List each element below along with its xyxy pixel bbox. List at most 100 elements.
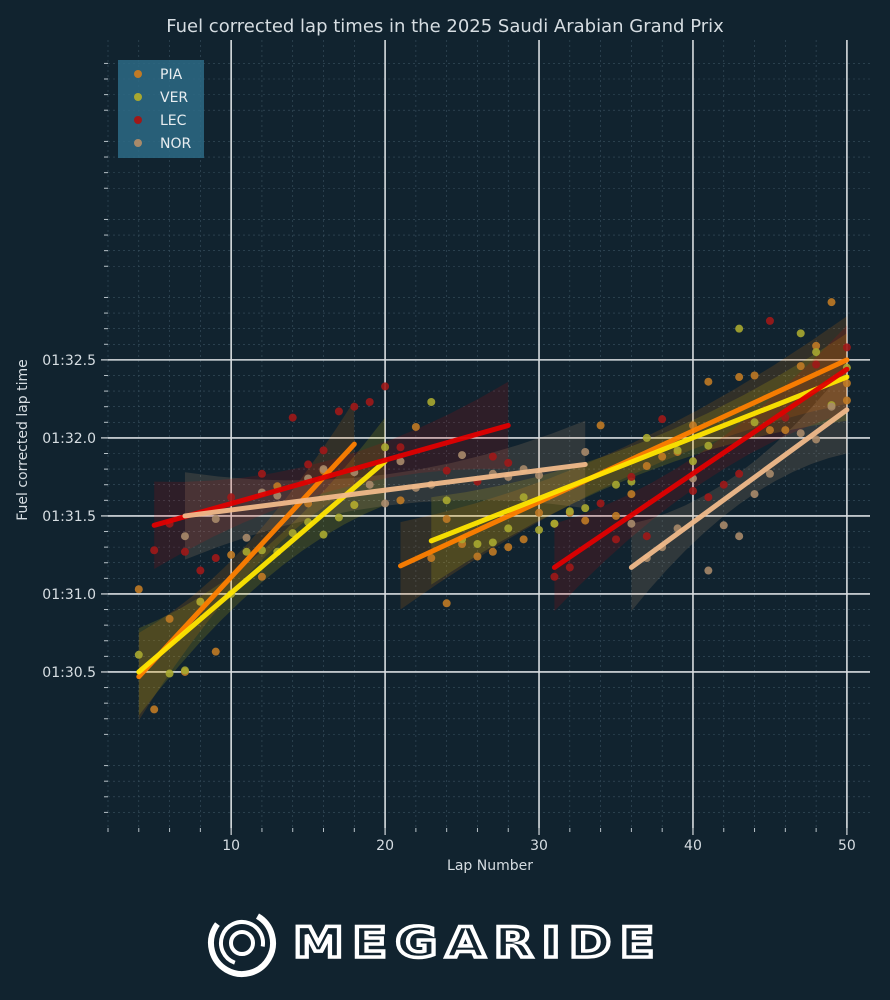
data-point-lec bbox=[257, 469, 266, 478]
data-point-lec bbox=[550, 572, 559, 581]
data-point-pia bbox=[227, 550, 236, 559]
legend-label-nor: NOR bbox=[160, 136, 191, 152]
data-point-ver bbox=[812, 348, 821, 357]
data-point-nor bbox=[180, 532, 189, 541]
minor-grid bbox=[107, 40, 870, 828]
data-point-pia bbox=[411, 422, 420, 431]
data-point-lec bbox=[196, 566, 205, 575]
data-point-pia bbox=[765, 426, 774, 435]
data-point-pia bbox=[704, 377, 713, 386]
data-point-ver bbox=[581, 504, 590, 513]
trend-line-nor bbox=[628, 407, 850, 570]
data-point-lec bbox=[765, 316, 774, 325]
data-point-lec bbox=[627, 472, 636, 481]
data-point-ver bbox=[504, 524, 513, 533]
data-point-pia bbox=[427, 554, 436, 563]
data-point-pia bbox=[612, 511, 620, 520]
data-point-nor bbox=[627, 519, 636, 528]
data-point-nor bbox=[319, 465, 328, 474]
data-point-ver bbox=[735, 324, 744, 333]
data-point-ver bbox=[612, 480, 620, 489]
data-point-pia bbox=[134, 585, 143, 594]
data-point-pia bbox=[581, 516, 590, 525]
data-point-lec bbox=[488, 452, 497, 461]
data-point-lec bbox=[396, 443, 405, 452]
data-point-ver bbox=[519, 493, 528, 502]
data-point-lec bbox=[150, 546, 159, 555]
data-point-ver bbox=[442, 496, 451, 505]
data-point-nor bbox=[458, 451, 467, 460]
data-point-pia bbox=[827, 298, 836, 307]
legend-box bbox=[118, 60, 204, 158]
data-point-lec bbox=[504, 458, 513, 467]
data-point-lec bbox=[350, 402, 359, 411]
legend-marker-lec bbox=[134, 116, 142, 124]
data-point-ver bbox=[288, 529, 297, 538]
data-point-lec bbox=[612, 535, 620, 544]
legend-label-lec: LEC bbox=[160, 113, 187, 129]
data-point-pia bbox=[504, 543, 513, 552]
data-point-pia bbox=[812, 341, 821, 350]
data-point-ver bbox=[704, 441, 713, 450]
data-point-nor bbox=[827, 402, 836, 411]
x-tick-label: 50 bbox=[838, 838, 856, 854]
trend-lines bbox=[136, 357, 850, 680]
data-point-lec bbox=[596, 499, 605, 508]
legend-marker-pia bbox=[134, 70, 142, 78]
data-point-lec bbox=[704, 493, 713, 502]
data-point-ver bbox=[750, 418, 759, 427]
data-point-ver bbox=[196, 597, 205, 606]
data-point-pia bbox=[150, 705, 159, 714]
data-point-nor bbox=[735, 532, 744, 541]
data-point-pia bbox=[658, 452, 667, 461]
data-point-ver bbox=[488, 538, 497, 547]
y-tick-label: 01:32.5 bbox=[42, 353, 96, 369]
data-point-nor bbox=[581, 447, 590, 456]
data-point-ver bbox=[535, 525, 544, 534]
data-point-pia bbox=[842, 379, 851, 388]
data-point-ver bbox=[165, 669, 174, 678]
data-point-lec bbox=[381, 382, 390, 391]
data-point-ver bbox=[565, 507, 574, 516]
data-point-nor bbox=[796, 429, 805, 438]
data-point-nor bbox=[242, 533, 251, 542]
data-point-nor bbox=[211, 515, 220, 524]
legend-label-pia: PIA bbox=[160, 67, 183, 83]
x-tick-label: 40 bbox=[684, 838, 702, 854]
data-point-lec bbox=[442, 466, 451, 475]
data-point-lec bbox=[719, 480, 728, 489]
data-point-pia bbox=[442, 515, 451, 524]
data-point-pia bbox=[735, 373, 744, 382]
data-point-pia bbox=[211, 647, 220, 656]
data-point-lec bbox=[842, 343, 851, 352]
data-point-nor bbox=[750, 490, 759, 499]
data-point-pia bbox=[519, 535, 528, 544]
y-tick-label: 01:30.5 bbox=[42, 665, 96, 681]
y-tick-label: 01:32.0 bbox=[42, 431, 96, 447]
data-point-lec bbox=[365, 398, 374, 407]
x-tick-label: 30 bbox=[530, 838, 548, 854]
data-point-lec bbox=[812, 360, 821, 369]
data-point-lec bbox=[781, 413, 790, 422]
data-point-lec bbox=[565, 563, 574, 572]
data-point-nor bbox=[535, 471, 544, 480]
data-point-lec bbox=[642, 532, 651, 541]
data-point-pia bbox=[442, 599, 451, 608]
lap-time-chart: 10 20 30 40 50 01:30.5 01:31.0 01:31.5 01:32.0 01… bbox=[15, 16, 870, 874]
data-point-pia bbox=[642, 461, 651, 470]
data-point-pia bbox=[396, 496, 405, 505]
data-point-lec bbox=[688, 486, 697, 495]
data-point-nor bbox=[381, 499, 390, 508]
data-point-lec bbox=[319, 446, 328, 455]
data-point-ver bbox=[550, 519, 559, 528]
legend-marker-ver bbox=[134, 93, 142, 101]
data-point-pia bbox=[842, 396, 851, 405]
data-point-lec bbox=[227, 493, 236, 502]
legend-label-ver: VER bbox=[160, 90, 188, 106]
data-point-pia bbox=[781, 426, 790, 435]
y-tick-label: 01:31.5 bbox=[42, 509, 96, 525]
data-point-pia bbox=[796, 362, 805, 371]
data-point-pia bbox=[596, 421, 605, 430]
chart-title: Fuel corrected lap times in the 2025 Sau… bbox=[166, 16, 724, 37]
data-point-pia bbox=[473, 552, 482, 561]
